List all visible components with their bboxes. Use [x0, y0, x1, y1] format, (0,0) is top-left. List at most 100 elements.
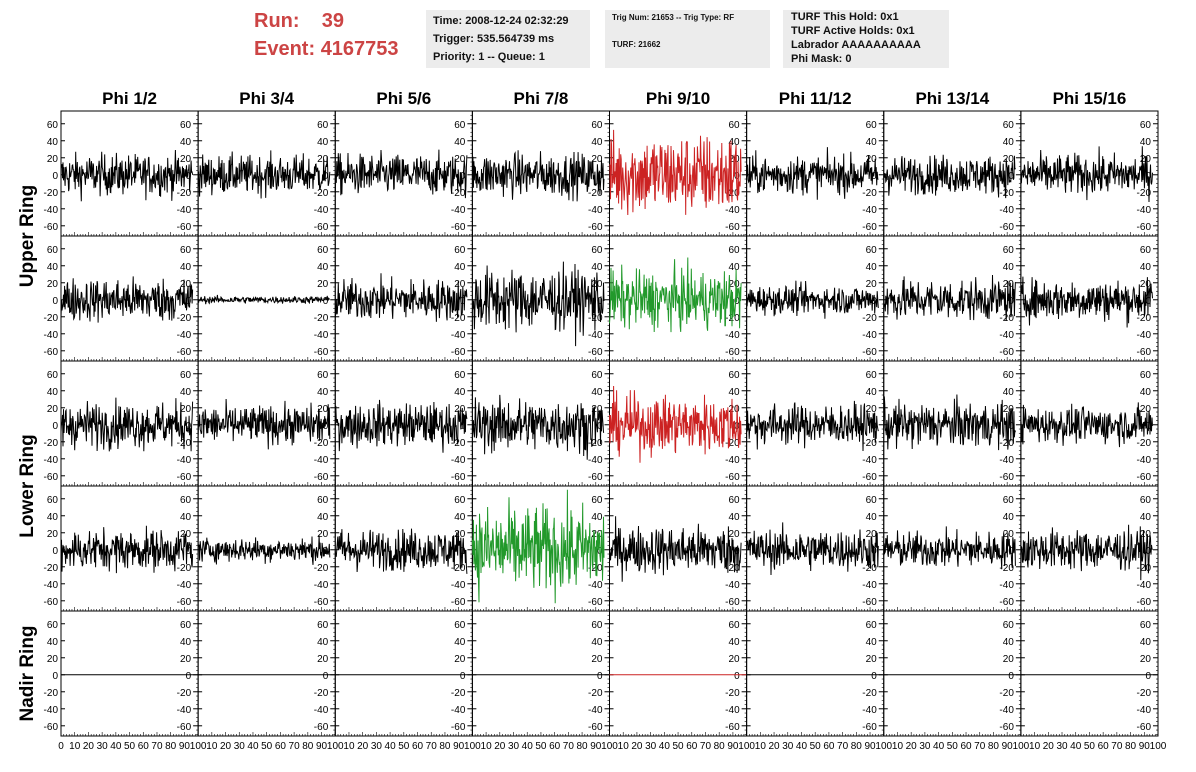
xaxis-label-c8: 70 — [1111, 741, 1123, 752]
plot-r4-c6-ylabel: -60 — [862, 597, 877, 608]
trigger-info-box: Trig Num: 21653 -- Trig Type: RF TURF: 2… — [605, 10, 770, 68]
plot-r5-c1-ylabel-left: 40 — [47, 637, 59, 648]
xaxis-label-c4: 70 — [563, 741, 575, 752]
xaxis-label-c5: 50 — [673, 741, 685, 752]
plot-r3-c5-ylabel: 20 — [729, 404, 741, 415]
plot-r3-c7-ylabel: 40 — [1003, 387, 1015, 398]
plot-r5-c2-ylabel: 0 — [323, 671, 329, 682]
plot-r1-c6-ylabel: 20 — [866, 154, 878, 165]
xaxis-label-c3: 40 — [385, 741, 397, 752]
xaxis-label-c6: 100 — [875, 741, 892, 752]
plot-r5-c6-ylabel: 0 — [871, 671, 877, 682]
plot-r5-c8-ylabel: 0 — [1145, 671, 1151, 682]
xaxis-label-c4: 40 — [522, 741, 534, 752]
plot-r5-c7-ylabel: 60 — [1003, 620, 1015, 631]
plot-r3-c3-ylabel: 40 — [454, 387, 466, 398]
plot-r5-c1-ylabel-left: 60 — [47, 620, 59, 631]
xaxis-label-c5: 30 — [645, 741, 657, 752]
plot-r4-c4-ylabel: -60 — [588, 597, 603, 608]
plot-r5-c1-ylabel-left: -60 — [44, 722, 59, 733]
plot-r2-c5-ylabel: 20 — [729, 279, 741, 290]
plot-r3-c6-waveform — [746, 400, 879, 452]
plot-r4-c1-ylabel-left: 0 — [52, 546, 58, 557]
plot-r4-c6-ylabel: 60 — [866, 495, 878, 506]
plot-r2-c8-ylabel: -60 — [1137, 347, 1152, 358]
plot-r5-c3-ylabel: -60 — [451, 722, 466, 733]
plot-r3-c5-ylabel: -40 — [725, 455, 740, 466]
plot-r1-c8-ylabel: -40 — [1137, 205, 1152, 216]
plot-r1-c4-ylabel: -20 — [588, 188, 603, 199]
plot-r2-c3-ylabel: -20 — [451, 313, 466, 324]
xaxis-label-c5: 80 — [714, 741, 726, 752]
plot-r5-c2-ylabel: -40 — [314, 705, 329, 716]
plot-r4-c5-ylabel: -40 — [725, 580, 740, 591]
plot-r2-c3-ylabel: -40 — [451, 330, 466, 341]
plot-r3-c5-ylabel: 60 — [729, 370, 741, 381]
plot-r4-c3-ylabel: -20 — [451, 563, 466, 574]
turf-active-holds-text: TURF Active Holds: 0x1 — [791, 25, 915, 37]
plot-r1-c1-ylabel-left: 20 — [47, 154, 59, 165]
xaxis-label-c2: 90 — [316, 741, 328, 752]
plot-r5-c6-frame — [746, 610, 885, 737]
xaxis-label-c6: 20 — [768, 741, 780, 752]
xaxis-label-c2: 30 — [234, 741, 246, 752]
column-header-3: Phi 5/6 — [376, 89, 431, 108]
plot-r4-c8-ylabel: 0 — [1145, 546, 1151, 557]
trig-num-text: Trig Num: 21653 -- Trig Type: RF — [612, 13, 735, 22]
plot-r4-c1-ylabel-left: -60 — [44, 597, 59, 608]
xaxis-label-c6: 30 — [782, 741, 794, 752]
plot-r1-c5-ylabel: 40 — [729, 137, 741, 148]
plot-r2-c2-ylabel: -20 — [314, 313, 329, 324]
plot-r2-c2-ylabel: 0 — [323, 296, 329, 307]
xaxis-label-c1: 10 — [69, 741, 81, 752]
plot-r5-c7-ylabel: -40 — [999, 705, 1014, 716]
plot-r1-c1-ylabel: -60 — [177, 222, 192, 233]
plot-r2-c5-ylabel: -40 — [725, 330, 740, 341]
plot-r1-c6-ylabel: 60 — [866, 120, 878, 131]
plot-r5-c6-ylabel: -40 — [862, 705, 877, 716]
plot-r3-c7-waveform — [883, 394, 1016, 451]
plot-r4-c8-ylabel: -40 — [1137, 580, 1152, 591]
plot-r5-c3-ylabel: 20 — [454, 654, 466, 665]
plot-r4-c8-waveform — [1020, 524, 1153, 581]
plot-r3-c8-ylabel: -20 — [1137, 438, 1152, 449]
plot-r3-c2-ylabel: -60 — [314, 472, 329, 483]
plot-r5-c6-ylabel: 60 — [866, 620, 878, 631]
xaxis-label-c1: 40 — [110, 741, 122, 752]
plot-r2-c3-ylabel: 60 — [454, 245, 466, 256]
plot-r3-c6-ylabel: 40 — [866, 387, 878, 398]
plot-r4-c2-ylabel: -40 — [314, 580, 329, 591]
xaxis-label-c8: 80 — [1125, 741, 1137, 752]
plot-r3-c8-ylabel: 20 — [1140, 404, 1152, 415]
plot-r5-c7-ylabel: 0 — [1008, 671, 1014, 682]
row-label-2: Lower Ring — [17, 434, 38, 537]
plot-r1-c2-ylabel: -40 — [314, 205, 329, 216]
plot-r1-c1-ylabel-left: 0 — [52, 171, 58, 182]
plot-r5-c3-frame — [334, 610, 473, 737]
column-header-1: Phi 1/2 — [102, 89, 157, 108]
plot-r1-c2-ylabel: -20 — [314, 188, 329, 199]
xaxis-label-c4: 20 — [494, 741, 506, 752]
plot-r3-c4-ylabel: -40 — [588, 455, 603, 466]
plot-r2-c4-waveform — [471, 261, 605, 347]
plot-r1-c6-waveform — [746, 147, 879, 200]
plot-r4-c4-ylabel: -40 — [588, 580, 603, 591]
plot-r5-c8-ylabel: -60 — [1137, 722, 1152, 733]
plot-r2-c7-ylabel: -20 — [999, 313, 1014, 324]
plot-r2-c6-ylabel: -20 — [862, 313, 877, 324]
plot-r2-c1-ylabel: -20 — [177, 313, 192, 324]
plot-r5-c2-ylabel: 20 — [317, 654, 329, 665]
plot-r3-c7-ylabel: -60 — [999, 472, 1014, 483]
plot-r5-c4-frame — [471, 610, 610, 737]
xaxis-label-c1: 90 — [179, 741, 191, 752]
xaxis-label-c7: 30 — [919, 741, 931, 752]
plot-r3-c6-ylabel: -40 — [862, 455, 877, 466]
plot-r2-c1-ylabel-left: 60 — [47, 245, 59, 256]
plot-r3-c1-ylabel: 60 — [180, 370, 192, 381]
plot-r1-c8-ylabel: -60 — [1137, 222, 1152, 233]
xaxis-label-c7: 50 — [947, 741, 959, 752]
plot-r1-c1-ylabel: 0 — [186, 171, 192, 182]
plot-r5-c8-ylabel: 20 — [1140, 654, 1152, 665]
plot-r4-c3-ylabel: 40 — [454, 512, 466, 523]
plot-r2-c8-waveform — [1020, 276, 1153, 328]
